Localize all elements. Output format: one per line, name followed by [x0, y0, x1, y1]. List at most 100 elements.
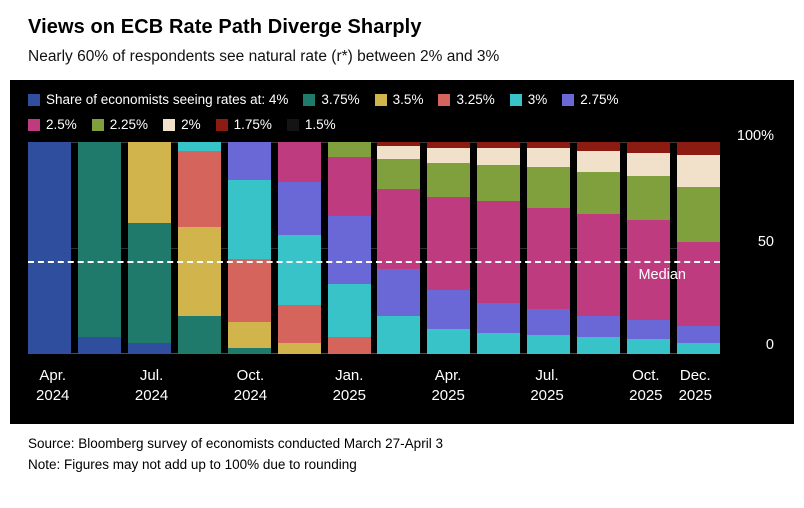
segment-1.75pct: [676, 142, 720, 155]
x-label-jan2025: Jan. 2025: [332, 367, 366, 404]
bar-dec--2025: [676, 142, 720, 354]
bar-sep--2024: [177, 142, 221, 354]
gridline-100: [28, 142, 720, 143]
chart-header: Views on ECB Rate Path Diverge Sharply N…: [10, 16, 794, 66]
segment-2pct: [377, 146, 421, 159]
segment-4pct: [77, 337, 121, 354]
y-tick-50: 50: [757, 234, 774, 250]
segment-3.5pct: [127, 142, 171, 223]
legend-label: 2%: [181, 117, 201, 132]
legend-label: 3.5%: [392, 92, 424, 107]
legend-label: 1.5%: [304, 117, 336, 132]
segment-1.75pct: [627, 142, 671, 153]
legend-label: 2.75%: [580, 92, 619, 107]
segment-3pct: [577, 337, 621, 354]
segment-2.5pct: [377, 188, 421, 270]
y-tick-0: 0: [765, 337, 774, 353]
segment-3pct: [427, 328, 471, 354]
x-label-oct2024: Oct. 2024: [233, 367, 268, 404]
legend-item-3.5pct: 3.5%: [374, 92, 424, 107]
segment-2.75pct: [227, 142, 271, 181]
segment-2.25pct: [427, 163, 471, 198]
segment-1.75pct: [427, 142, 471, 149]
stacked-bars: [28, 142, 720, 354]
segment-2pct: [676, 154, 720, 187]
legend-item-3.25pct: 3.25%: [438, 92, 495, 107]
segment-2.5pct: [627, 220, 671, 321]
segment-3pct: [227, 180, 271, 259]
legend-item-2.25pct: 2.25%: [91, 117, 149, 132]
legend-swatch-icon: [28, 118, 40, 131]
segment-1.75pct: [577, 142, 621, 151]
chart-title: Views on ECB Rate Path Diverge Sharply: [28, 16, 422, 38]
segment-2.5pct: [577, 214, 621, 316]
legend-item-3pct: 3%: [509, 92, 548, 107]
legend-swatch-icon: [28, 93, 40, 106]
bar-oct--2025: [627, 142, 671, 354]
legend-item-1.5pct: 1.5%: [286, 117, 336, 132]
legend-label: Share of economists seeing rates at: 4%: [46, 92, 289, 107]
legend-swatch-icon: [215, 118, 228, 131]
bar-apr--2024: [28, 142, 71, 354]
segment-2.5pct: [676, 241, 720, 327]
segment-3pct: [177, 142, 221, 151]
legend-label: 2.25%: [109, 117, 149, 132]
segment-2.75pct: [676, 326, 720, 344]
segment-2pct: [527, 148, 571, 168]
plot-area: Median 100% 50 0: [28, 128, 776, 354]
x-label-oct2025: Oct. 2025: [629, 367, 663, 404]
bar-dec--2024: [277, 142, 321, 354]
gridline-0: [28, 353, 720, 354]
legend-label: 3.75%: [321, 92, 360, 107]
segment-1.75pct: [527, 142, 571, 149]
segment-2.25pct: [627, 175, 671, 221]
segment-3.75pct: [77, 142, 121, 338]
x-label-jul2025: Jul. 2025: [530, 367, 564, 404]
segment-2.25pct: [527, 167, 571, 208]
segment-2.5pct: [477, 201, 521, 304]
chart-panel: Share of economists seeing rates at: 4% 3…: [10, 80, 794, 424]
segment-1.75pct: [477, 142, 521, 149]
bar-jun--2025: [477, 142, 521, 354]
legend-swatch-icon: [374, 93, 387, 106]
x-label-apr2025: Apr. 2025: [431, 367, 465, 404]
segment-3.5pct: [177, 226, 221, 316]
bar-sep--2025: [577, 142, 621, 354]
median-dashed-line: [28, 260, 720, 263]
bar-apr--2025: [427, 142, 471, 354]
legend-item-2.5pct: 2.5%: [28, 117, 77, 132]
segment-2.75pct: [377, 269, 421, 316]
legend-item-3.75pct: 3.75%: [303, 92, 360, 107]
segment-2.25pct: [327, 142, 371, 157]
y-tick-100: 100%: [736, 128, 774, 144]
source-note: Source: Bloomberg survey of economists c…: [28, 436, 443, 451]
segment-2pct: [477, 148, 521, 166]
x-label-apr2024: Apr. 2024: [36, 367, 70, 404]
bar-jan--2025: [327, 142, 371, 354]
segment-1.75pct: [377, 142, 421, 147]
segment-2.25pct: [676, 186, 720, 242]
segment-3pct: [277, 235, 321, 306]
segment-3.25pct: [277, 305, 321, 344]
legend-swatch-icon: [91, 118, 104, 131]
legend-label: 3%: [527, 92, 548, 107]
legend: Share of economists seeing rates at: 4% 3…: [28, 92, 776, 132]
bar-oct--2024: [227, 142, 271, 354]
segment-2.25pct: [377, 159, 421, 189]
segment-2.75pct: [527, 309, 571, 335]
rounding-note: Note: Figures may not add up to 100% due…: [28, 457, 357, 472]
segment-2.75pct: [627, 320, 671, 340]
legend-item-1.75pct: 1.75%: [215, 117, 272, 132]
legend-item-4pct: Share of economists seeing rates at: 4%: [28, 92, 288, 107]
segment-3pct: [676, 343, 720, 354]
segment-3pct: [527, 334, 571, 354]
x-axis-labels: Apr. 2024 Jul. 2024 Oct. 2024 Jan. 2025 Apr. 2025…: [28, 354, 720, 416]
chart-footer: Source: Bloomberg survey of economists c…: [10, 424, 794, 472]
bar-mar--2025: [377, 142, 421, 354]
x-label-dec2025: Dec. 2025: [678, 367, 712, 404]
segment-3.25pct: [177, 150, 221, 227]
segment-2.25pct: [577, 171, 621, 215]
legend-swatch-icon: [509, 93, 522, 106]
legend-item-2.75pct: 2.75%: [562, 92, 619, 107]
